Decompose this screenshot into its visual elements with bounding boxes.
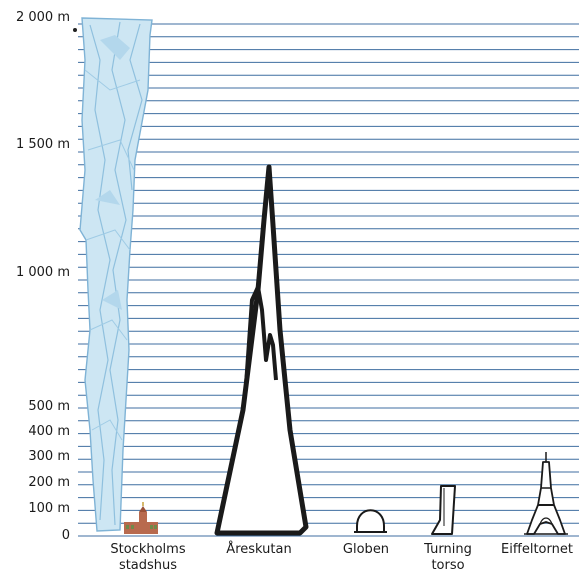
globe-arena-icon bbox=[354, 509, 387, 533]
label-globen: Globen bbox=[316, 542, 416, 558]
city-hall-icon bbox=[124, 502, 158, 534]
label-turning-torso: Turning torso bbox=[398, 542, 498, 574]
label-areskutan: Åreskutan bbox=[209, 542, 309, 558]
y-tick-0: 0 bbox=[61, 528, 70, 543]
y-tick-2000: 2 000 m bbox=[15, 10, 70, 25]
y-tick-300: 300 m bbox=[28, 449, 70, 464]
label-line1: Åreskutan bbox=[226, 542, 292, 557]
label-eiffeltornet: Eiffeltornet bbox=[487, 542, 579, 558]
eiffel-tower-icon bbox=[524, 452, 568, 535]
label-line1: Turning bbox=[424, 542, 472, 557]
y-tick-200: 200 m bbox=[28, 475, 70, 490]
label-line1: Globen bbox=[342, 542, 390, 557]
label-line2: torso bbox=[431, 558, 465, 573]
grid-lines bbox=[78, 23, 579, 537]
twisted-tower-icon bbox=[431, 485, 456, 535]
y-tick-1000: 1 000 m bbox=[15, 265, 70, 280]
label-line1: Eiffeltornet bbox=[501, 542, 573, 557]
y-tick-500: 500 m bbox=[28, 399, 70, 414]
label-line2: stadshus bbox=[118, 558, 178, 573]
y-tick-400: 400 m bbox=[28, 424, 70, 439]
axis-dot bbox=[73, 28, 77, 32]
y-tick-100: 100 m bbox=[28, 501, 70, 516]
glacier-icon bbox=[79, 17, 153, 532]
y-tick-1500: 1 500 m bbox=[15, 137, 70, 152]
label-line1: Stockholms bbox=[110, 542, 186, 557]
mountain-peak-icon bbox=[214, 164, 309, 536]
label-stockholms-stadshus: Stockholms stadshus bbox=[98, 542, 198, 574]
